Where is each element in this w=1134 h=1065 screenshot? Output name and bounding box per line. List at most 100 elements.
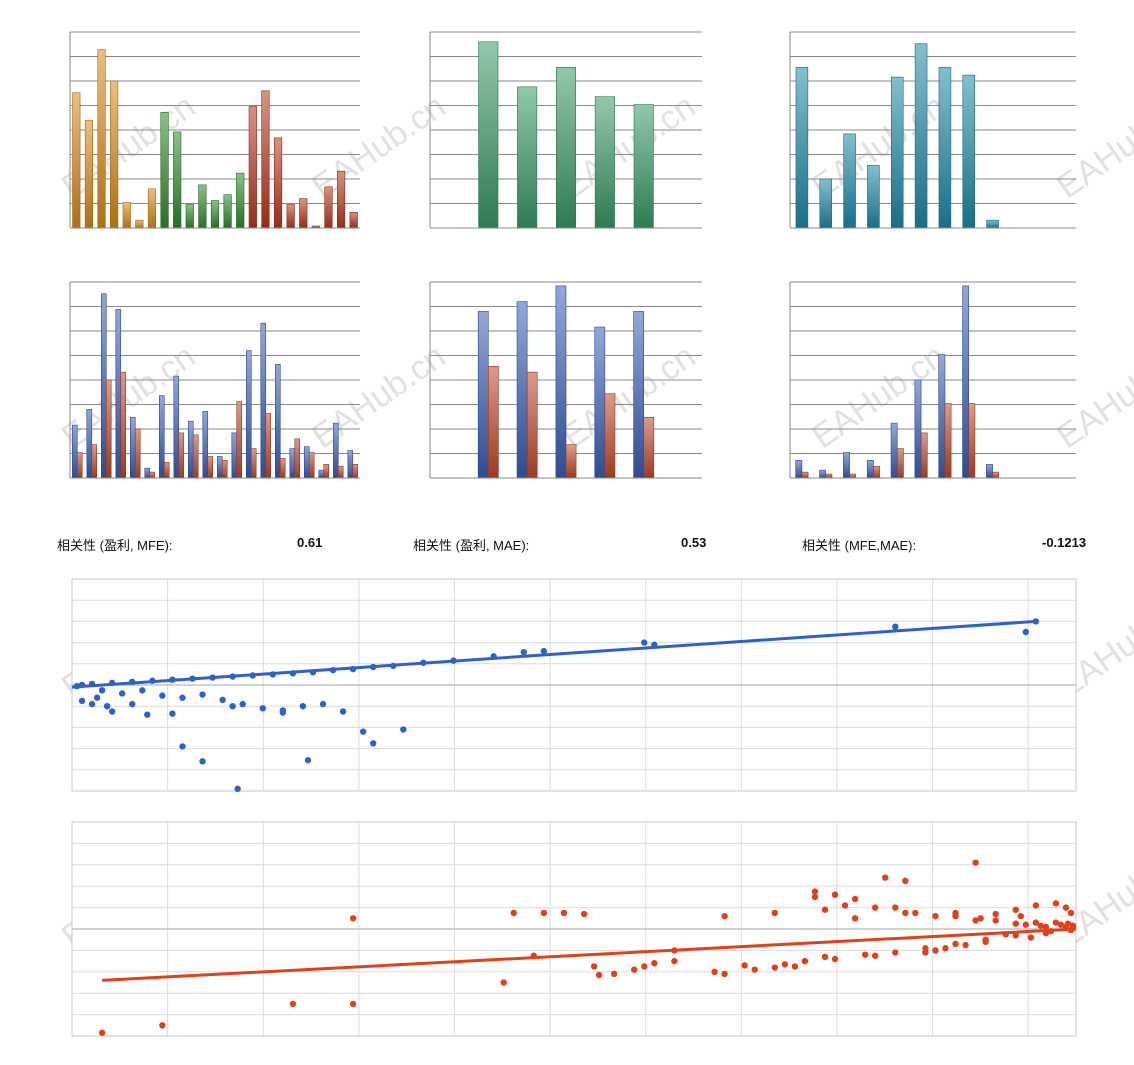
bar [920,432,928,479]
bar [890,76,904,229]
scatter-point [821,906,829,913]
scatter-point [721,912,728,920]
bar [962,74,976,229]
scatter-point [279,707,287,714]
scatter-point [631,966,638,973]
bar [944,403,952,479]
bar [84,119,93,229]
bar [134,428,141,479]
scatter-point [560,909,568,917]
scatter-point [1017,912,1024,920]
bar [992,471,1000,479]
bar [130,416,136,479]
scatter-point [932,947,939,954]
scatter-point [299,703,307,710]
scatter-point [892,904,899,911]
scatter-point [861,951,869,958]
scatter-point [500,979,507,986]
scatter-point [851,895,859,903]
bar [604,393,616,479]
bar [236,401,242,479]
scatter-point [1022,921,1029,928]
scatter-point [1057,921,1065,928]
bar [968,403,976,479]
bar [349,212,358,229]
correlation-value-mfe-mae: -0.1213 [1042,535,1087,550]
bar [97,49,106,229]
chart-panel-4 [69,281,360,479]
scatter-point [651,960,658,967]
trend-line [102,927,1077,982]
scatter-point [872,904,879,911]
scatter-point [932,912,939,920]
bar [643,416,655,479]
scatter-point [771,909,778,917]
bar [517,86,538,229]
scatter-point [199,758,206,765]
bar [163,462,170,479]
scatter-point [831,955,839,963]
scatter-point [400,726,407,733]
scatter-point [922,945,929,952]
bar [337,465,344,479]
bar [261,90,270,229]
bar [801,471,809,479]
bar [294,438,300,479]
correlation-value-profit-mae: 0.53 [681,535,707,550]
scatter-point [1042,923,1050,931]
scatter-point [144,711,151,718]
bar [986,219,999,229]
bar [221,460,228,479]
scatter-point [1067,909,1075,917]
scatter-point [304,757,312,764]
bar [938,66,952,229]
scatter-point [1052,900,1060,907]
scatter-point [78,697,86,705]
scatter-point [741,962,748,969]
bar [849,473,857,479]
chart-panel-3 [789,31,1076,229]
chart-panel-7 [71,578,1077,793]
scatter-point [179,694,186,701]
bar [289,448,296,479]
scatter-point [610,970,618,978]
bar [260,322,267,479]
bar [843,452,850,479]
scatter-point [349,915,357,922]
bar [236,172,245,229]
correlation-label-mfe-mae: 相关性 (MFE,MAE): [802,538,917,553]
scatter-point [199,691,206,698]
bar [207,456,213,479]
scatter-point [992,917,999,924]
scatter-point [801,957,809,965]
scatter-point [239,700,246,708]
bar [896,448,904,479]
scatter-point [721,970,728,978]
bar [279,458,286,479]
scatter-point [962,941,969,949]
scatter-point [791,963,799,970]
bar [478,41,499,229]
bar [962,285,970,479]
bar [202,411,209,479]
bar [231,432,238,479]
scatter-point [1037,922,1045,929]
scatter-point [1032,919,1040,926]
bar [487,365,499,479]
bar [178,432,184,479]
bar [352,463,358,479]
scatter-point [952,909,959,917]
bar [101,293,107,479]
bar [248,106,257,229]
correlation-label-profit-mae: 相关性 (盈利, MAE): [413,538,530,553]
scatter-point [169,710,176,717]
bar [273,137,283,229]
bar [795,460,803,479]
scatter-point [902,877,909,885]
scatter-point [319,700,327,708]
scatter-point [98,1029,106,1036]
bar [149,471,155,479]
bar [185,204,194,229]
bar [337,170,346,229]
